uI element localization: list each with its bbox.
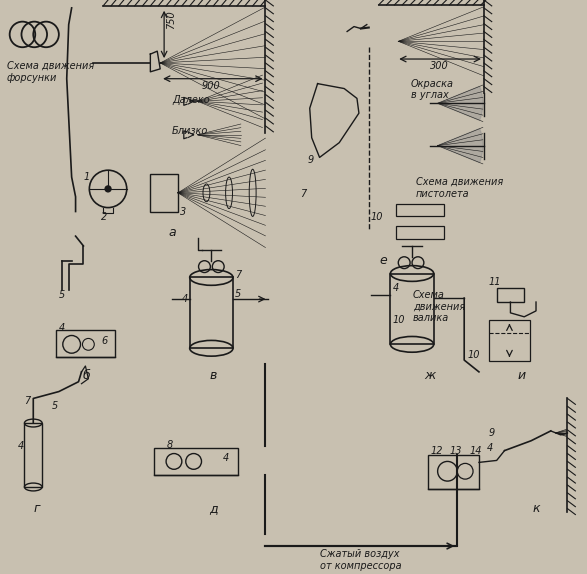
Bar (428, 455, 479, 489)
Bar (390, 273, 434, 344)
Text: 13: 13 (450, 445, 462, 456)
Text: Далеко: Далеко (172, 95, 210, 106)
Text: Сжатый воздух
от компрессора: Сжатый воздух от компрессора (319, 549, 401, 571)
Text: 3: 3 (180, 207, 186, 216)
Text: Схема движения
форсунки: Схема движения форсунки (6, 61, 94, 83)
Text: 14: 14 (469, 445, 481, 456)
Text: Схема движения
пистолета: Схема движения пистолета (416, 177, 503, 199)
Text: в: в (210, 369, 217, 382)
Text: 9: 9 (308, 156, 314, 165)
Text: а: а (168, 226, 176, 239)
Text: 300: 300 (430, 61, 448, 71)
Text: 5: 5 (235, 289, 241, 299)
Polygon shape (438, 129, 483, 162)
Text: 750: 750 (166, 10, 176, 29)
Text: 4: 4 (487, 443, 493, 453)
Bar (150, 174, 178, 212)
Polygon shape (438, 86, 483, 121)
Text: е: е (380, 254, 387, 267)
Text: 4: 4 (182, 294, 188, 304)
Text: ж: ж (424, 369, 436, 382)
Text: 9: 9 (489, 428, 495, 438)
Text: 5: 5 (59, 290, 65, 300)
Text: 7: 7 (235, 270, 241, 280)
Text: 7: 7 (300, 189, 306, 199)
Bar (489, 320, 530, 361)
Text: 10: 10 (371, 212, 383, 222)
Bar (396, 226, 444, 239)
Text: 7: 7 (25, 397, 31, 406)
Text: 8: 8 (167, 440, 173, 450)
Text: 4: 4 (392, 284, 399, 293)
Text: к: к (532, 502, 540, 515)
Text: Близко: Близко (172, 126, 208, 136)
Text: б: б (83, 369, 90, 382)
Bar (190, 277, 233, 348)
Text: 11: 11 (489, 277, 501, 288)
Text: 4: 4 (18, 441, 24, 451)
Text: 4: 4 (223, 452, 230, 463)
Text: 6: 6 (101, 336, 107, 347)
Text: и: и (517, 369, 525, 382)
Text: 5: 5 (52, 401, 58, 412)
Bar (497, 288, 524, 302)
Bar (396, 204, 444, 216)
Text: 900: 900 (201, 81, 220, 91)
Text: г: г (34, 502, 41, 515)
Text: 12: 12 (431, 445, 443, 456)
Text: Окраска
в углах: Окраска в углах (411, 79, 454, 100)
Text: 1: 1 (83, 172, 90, 182)
Text: Схема
движения
валика: Схема движения валика (413, 290, 465, 323)
Text: 10: 10 (392, 315, 405, 325)
Bar (25, 423, 42, 487)
Bar (56, 329, 115, 357)
Text: 2: 2 (101, 212, 107, 222)
Bar (154, 448, 238, 475)
Circle shape (105, 186, 111, 192)
Text: 4: 4 (59, 323, 65, 333)
Text: 10: 10 (467, 350, 480, 360)
Text: д: д (209, 502, 218, 515)
